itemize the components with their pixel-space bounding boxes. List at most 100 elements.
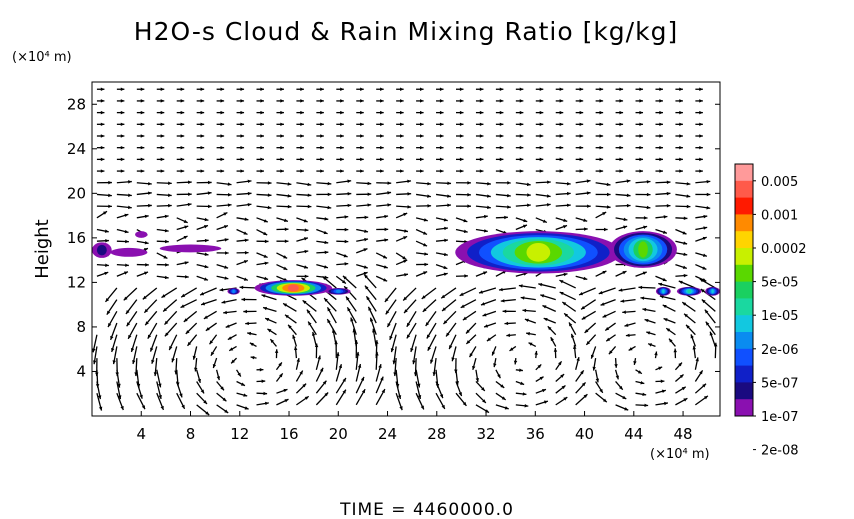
wind-vector-head [260,134,265,138]
wind-vector-head [686,194,691,198]
wind-vector-head [699,370,703,375]
wind-vector-head [583,276,588,281]
colorbar-frame [734,163,754,417]
wind-vector-head [563,218,568,222]
wind-vector-head [703,214,708,219]
wind-vector-head [553,348,558,352]
wind-vector-head [364,285,369,290]
wind-vector-head [160,87,165,91]
wind-vector-head [406,322,411,327]
wind-vector-head [104,271,109,276]
wind-vector-head [98,406,103,411]
wind-vector-head [559,145,564,150]
wind-vector-head [658,366,663,370]
wind-vector-head [240,87,245,91]
wind-vector-head [424,252,429,256]
wind-vector-head [400,110,404,115]
wind-vector-head [447,203,452,208]
wind-vector-head [327,307,331,312]
wind-vector-head [241,297,246,302]
wind-vector-head [563,397,568,401]
wind-vector-head [160,122,165,127]
wind-vector-head [120,122,125,127]
wind-vector-head [207,191,212,195]
wind-vector-head [267,181,272,185]
wind-vector-head [227,193,232,197]
wind-vector-head [188,192,192,196]
wind-vector-head [506,333,511,338]
wind-vector-head [260,110,265,115]
wind-vector-head [204,277,209,281]
wind-vector-head [560,374,565,378]
wind-vector-head [200,87,205,91]
wind-vector-head [583,227,588,231]
wind-vector-head [463,218,468,223]
wind-vector-head [382,255,387,259]
wind-vector-head [150,347,154,352]
wind-vector-head [427,194,431,198]
wind-vector-head [702,253,707,257]
colorbar-swatch [735,365,753,383]
wind-vector-head [607,192,611,197]
wind-vector-head [240,134,245,138]
wind-vector-head [540,294,545,298]
wind-vector-head [541,388,546,393]
wind-vector-head [507,193,511,198]
wind-vector-head [267,205,272,210]
wind-vector-head [706,192,711,197]
wind-vector-head [184,225,189,229]
wind-vector-head [181,293,186,298]
wind-vector-head [442,307,446,312]
wind-vector-head [336,352,340,357]
wind-vector-head [615,375,620,380]
x-unit-label: (×10⁴ m) [650,447,710,462]
cloud-contour-level [135,231,148,238]
wind-vector-head [643,225,648,229]
wind-vector-head [444,226,448,231]
wind-vector-head [642,392,647,397]
wind-vector-head [180,145,185,150]
wind-vector-head [400,87,404,91]
wind-vector-head [686,324,690,329]
wind-vector-head [423,243,428,247]
wind-vector-head [380,99,384,103]
wind-vector-head [208,180,212,185]
wind-vector-head [523,218,528,223]
wind-vector-head [522,224,527,228]
wind-vector-head [360,122,364,127]
wind-vector-head [599,169,604,173]
y-tick-label: 24 [67,140,86,158]
wind-vector-head [458,392,462,397]
wind-vector-head [419,157,424,162]
wind-vector-head [100,110,105,115]
wind-vector-head [103,211,108,215]
wind-vector-head [363,248,368,252]
wind-vector-head [384,298,389,303]
wind-vector-head [666,328,671,332]
wind-vector-head [280,87,284,91]
wind-vector-head [160,99,165,103]
wind-vector-head [357,363,362,368]
wind-vector-head [400,122,404,127]
wind-vector-head [324,240,329,245]
wind-vector-head [174,370,178,375]
wind-vector-head [419,110,424,115]
wind-vector-head [260,99,265,103]
wind-vector-head [134,372,138,377]
wind-vector-head [559,122,564,127]
wind-vector-head [283,255,288,259]
wind-vector-head [639,169,644,173]
wind-vector-head [160,134,165,138]
wind-vector-head [261,379,266,383]
wind-vector-head [467,181,471,185]
wind-vector-head [360,99,364,103]
wind-vector-head [120,87,125,91]
wind-vector-head [439,110,444,115]
wind-vector-head [364,229,369,233]
wind-vector-head [112,360,116,365]
wind-vector-head [459,122,464,127]
wind-vector-head [300,99,304,103]
wind-vector-head [260,145,265,150]
wind-vector-head [283,218,288,222]
wind-vector-head [311,331,316,336]
